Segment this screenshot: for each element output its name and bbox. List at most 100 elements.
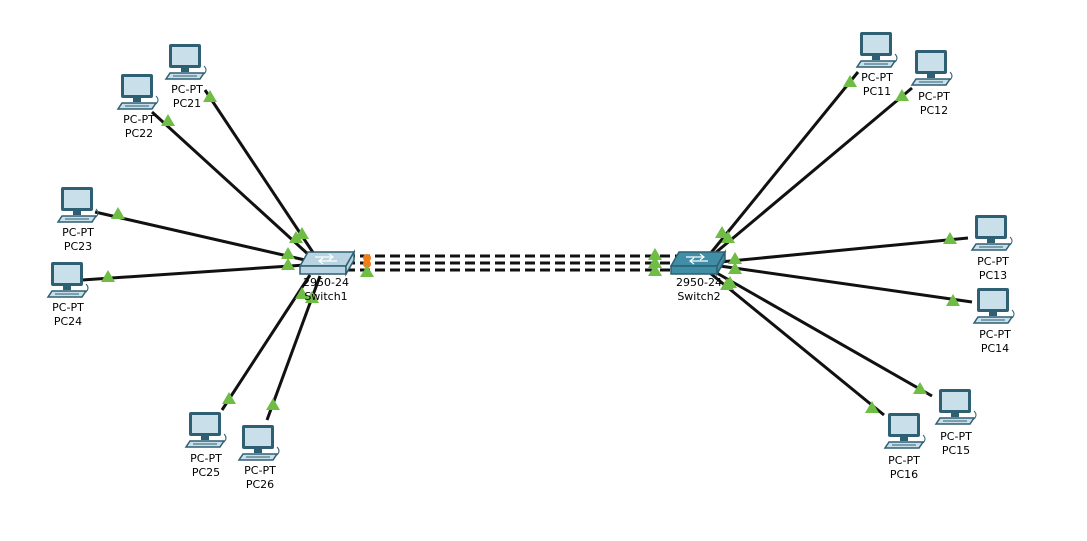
link-switch2-pc11[interactable] — [708, 71, 860, 255]
switch-side — [716, 249, 726, 277]
pc-mouse-cable — [1011, 309, 1015, 319]
pc26-name-label: PC26 — [246, 478, 274, 491]
pc-mouse-cable — [949, 71, 953, 81]
pc22-model-label: PC-PT — [123, 113, 155, 126]
switch-front — [670, 265, 718, 275]
link-status-pc15-end — [913, 382, 927, 394]
pc23-model-label: PC-PT — [62, 226, 94, 239]
link-switch1-pc21[interactable] — [203, 89, 316, 255]
switch1-model-label: 2950-24 — [303, 276, 349, 289]
pc-screen — [978, 218, 1004, 236]
link-switch1-pc23[interactable] — [94, 210, 306, 262]
trunk-2-switch1-status — [363, 260, 371, 268]
link-switch1-pc24[interactable] — [81, 263, 306, 282]
link-switch1-pc25[interactable] — [220, 274, 312, 411]
switch-top — [669, 251, 727, 267]
pc-mouse-cable — [276, 446, 280, 456]
pc11-name-label: PC11 — [863, 85, 891, 98]
link-switch2-pc16[interactable] — [709, 271, 885, 417]
link-status-pc13-end — [943, 232, 957, 244]
pc-stand — [133, 98, 141, 102]
switch1-name-label: Switch1 — [304, 290, 347, 303]
pc-screen — [245, 428, 271, 446]
trunk-1-switch1-status — [363, 254, 371, 262]
pc21-name-label: PC21 — [173, 97, 201, 110]
pc-mouse-cable — [973, 410, 977, 420]
trunk-3-switch2-status — [648, 264, 662, 276]
pc-stand — [181, 68, 189, 72]
switch-arrows-icon — [315, 253, 337, 265]
pc-mouse-cable — [1009, 236, 1013, 246]
pc-screen — [980, 291, 1006, 309]
pc-screen — [124, 77, 150, 95]
pc-mouse-cable — [223, 433, 227, 443]
trunk-1-switch2-status — [648, 248, 662, 260]
pc-stand — [872, 56, 880, 60]
link-status-pc24-end — [101, 270, 115, 282]
pc22-name-label: PC22 — [125, 127, 153, 140]
pc25-model-label: PC-PT — [190, 452, 222, 465]
link-switch2-pc13[interactable] — [719, 236, 969, 264]
pc24-name-label: PC24 — [54, 315, 82, 328]
link-status-switch1-end — [281, 247, 295, 259]
link-status-switch2-end — [715, 226, 729, 238]
switch-side — [345, 249, 355, 277]
link-status-pc11-end — [843, 75, 857, 87]
pc-stand — [951, 413, 959, 417]
pc-mouse-cable — [95, 208, 99, 218]
pc-screen — [891, 416, 917, 434]
link-status-switch2-end — [720, 278, 734, 290]
pc23-name-label: PC23 — [64, 240, 92, 253]
link-switch2-pc15[interactable] — [714, 270, 933, 398]
pc-mouse-cable — [203, 65, 207, 75]
pc-screen — [192, 415, 218, 433]
pc-screen — [863, 35, 889, 53]
link-status-switch2-end — [728, 252, 742, 264]
pc12-name-label: PC12 — [920, 104, 948, 117]
pc24-model-label: PC-PT — [52, 301, 84, 314]
pc15-name-label: PC15 — [942, 444, 970, 457]
link-status-pc23-end — [111, 207, 125, 219]
pc16-model-label: PC-PT — [888, 454, 920, 467]
pc13-model-label: PC-PT — [977, 255, 1009, 268]
link-switch1-pc22[interactable] — [150, 110, 312, 258]
pc-screen — [172, 47, 198, 65]
link-status-switch1-end — [295, 287, 309, 299]
pc-stand — [254, 449, 262, 453]
pc-mouse-cable — [922, 434, 926, 444]
switch2-model-label: 2950-24 — [676, 276, 722, 289]
link-status-markers — [101, 75, 960, 413]
link-switch2-pc12[interactable] — [713, 86, 913, 256]
pc15-model-label: PC-PT — [940, 430, 972, 443]
pc11-model-label: PC-PT — [861, 71, 893, 84]
pc16-name-label: PC16 — [890, 468, 918, 481]
devices-layer: PC-PTPC21PC-PTPC22PC-PTPC23PC-PTPC24PC-P… — [46, 32, 1015, 491]
switch-arrows-icon — [686, 253, 708, 265]
link-switch2-pc14[interactable] — [719, 264, 973, 304]
pc-stand — [987, 239, 995, 243]
link-status-pc21-end — [203, 90, 217, 102]
link-status-switch1-end — [305, 291, 319, 303]
pc13-name-label: PC13 — [979, 269, 1007, 282]
switch-top — [298, 251, 356, 267]
pc-stand — [900, 437, 908, 441]
trunk-3-switch1-status — [360, 265, 374, 277]
link-status-pc26-end — [266, 398, 280, 410]
trunk-2-switch2-status — [648, 256, 662, 268]
link-status-pc25-end — [222, 392, 236, 404]
pc-screen — [918, 53, 944, 71]
